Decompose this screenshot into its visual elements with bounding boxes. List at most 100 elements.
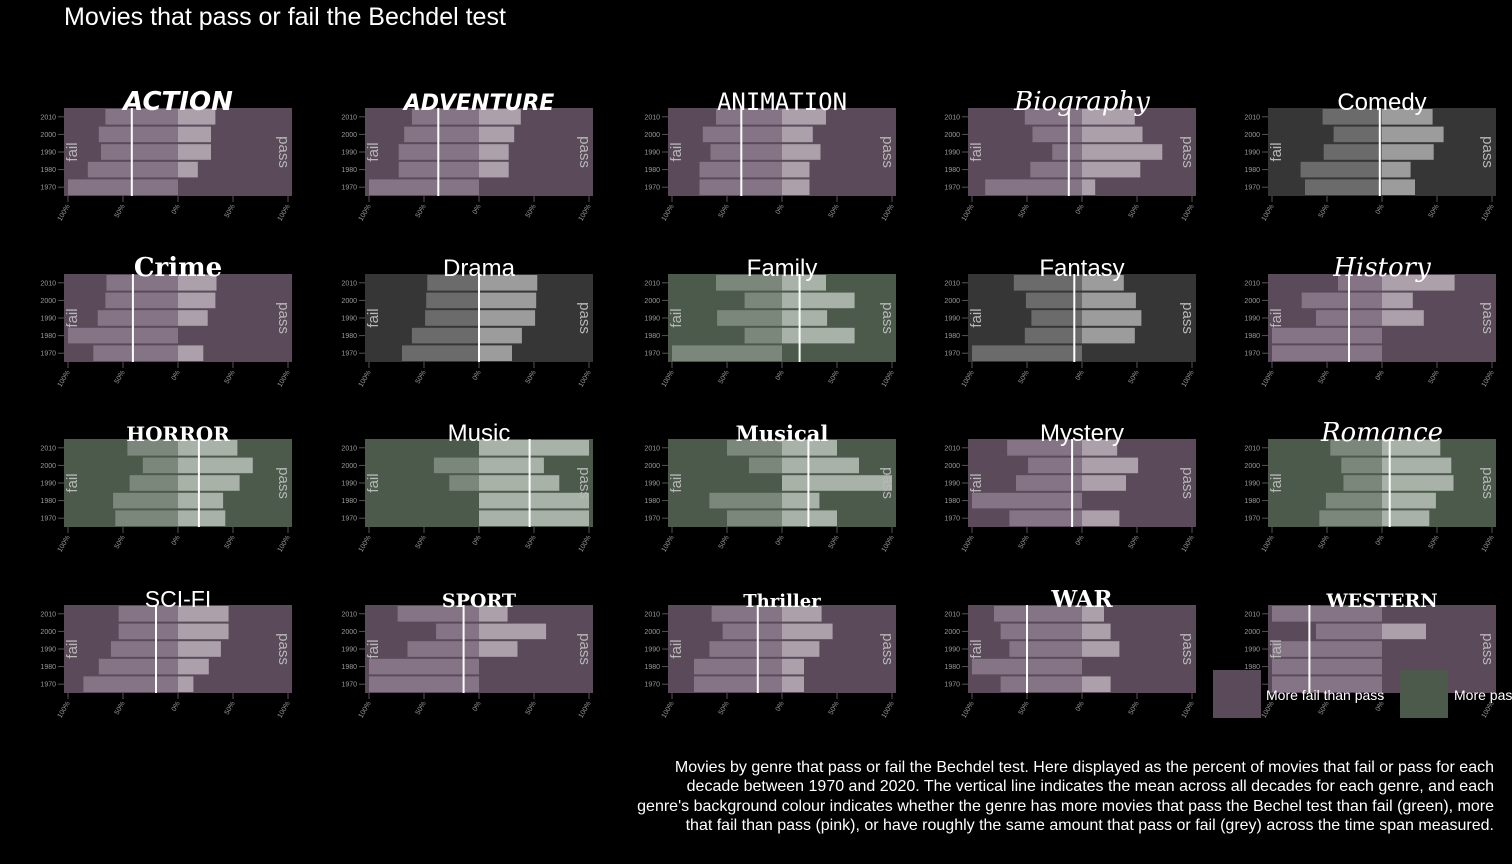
y-tick-label: 1980: [644, 333, 660, 340]
fail-bar: [402, 345, 479, 361]
pass-bar: [178, 606, 229, 622]
fail-bar: [727, 440, 782, 456]
x-tick-label: 50%: [224, 535, 237, 551]
fail-bar: [425, 310, 479, 326]
pass-bar: [1382, 440, 1441, 456]
fail-axis-label: fail: [668, 308, 685, 327]
fail-bar: [716, 109, 782, 125]
fail-bar: [1325, 492, 1382, 509]
pass-bar: [782, 327, 855, 344]
pass-bar: [178, 109, 216, 125]
x-tick-label: 100%: [661, 204, 676, 223]
x-tick-label: 50%: [1318, 535, 1331, 551]
fail-bar: [1322, 109, 1382, 125]
pass-bar: [1082, 606, 1104, 622]
x-tick-label: 50%: [1128, 535, 1141, 551]
facet-title: SCI-FI: [145, 586, 211, 612]
fail-bar: [1024, 327, 1082, 344]
y-tick-label: 1990: [341, 316, 357, 323]
pass-axis-label: pass: [1479, 633, 1496, 665]
fail-axis-label: fail: [968, 473, 985, 492]
y-tick-label: 2010: [644, 611, 660, 618]
x-tick-label: 100%: [1181, 701, 1196, 720]
pass-bar: [479, 161, 509, 178]
y-tick-label: 1980: [944, 664, 960, 671]
y-tick-label: 2000: [944, 298, 960, 305]
facet-music: 1970 1980 1990 2000 2010 fail pass 100% 50% 0% 50%…: [341, 420, 593, 554]
fail-bar: [105, 109, 178, 125]
y-tick-label: 2000: [40, 132, 56, 139]
y-tick-label: 2010: [341, 445, 357, 452]
y-tick-label: 1970: [944, 185, 960, 192]
x-tick-label: 0%: [171, 204, 182, 216]
fail-bar: [68, 327, 178, 344]
fail-bar: [426, 292, 479, 309]
facet-title: Drama: [443, 255, 516, 282]
pass-bar: [479, 292, 537, 309]
fail-bar: [1272, 658, 1382, 675]
fail-bar: [110, 641, 178, 657]
pass-axis-label: pass: [275, 467, 292, 499]
y-tick-label: 2010: [341, 280, 357, 287]
x-tick-label: 50%: [828, 204, 841, 220]
pass-axis-label: pass: [1479, 302, 1496, 334]
fail-bar: [1028, 457, 1082, 474]
facet-title: Comedy: [1337, 89, 1426, 116]
y-tick-label: 1990: [944, 481, 960, 488]
facet-horror: 1970 1980 1990 2000 2010 fail pass 100% 50% 0% 50%…: [40, 422, 292, 554]
fail-bar: [1305, 179, 1382, 195]
pass-bar: [479, 310, 536, 326]
fail-bar: [727, 510, 782, 526]
x-tick-label: 0%: [775, 701, 786, 713]
x-tick-label: 100%: [961, 204, 976, 223]
facet-sport: 1970 1980 1990 2000 2010 fail pass 100% 50% 0% 50%…: [341, 590, 593, 720]
pass-axis-label: pass: [1179, 136, 1196, 168]
pass-bar: [1082, 109, 1135, 125]
facet-western: 19701980199020002010failpass100%50%0%50%…: [1244, 590, 1496, 720]
fail-bar: [106, 275, 178, 291]
x-tick-label: 100%: [578, 701, 593, 720]
fail-bar: [749, 457, 782, 474]
facet-musical: 1970 1980 1990 2000 2010 fail pass 100% 50% 0% 50%…: [644, 421, 896, 554]
x-tick-label: 100%: [57, 535, 72, 554]
x-tick-label: 0%: [472, 370, 483, 382]
y-tick-label: 1980: [644, 167, 660, 174]
facet-family: 1970 1980 1990 2000 2010 fail pass 100% 50% 0% 50%…: [644, 255, 896, 389]
fail-axis-label: fail: [64, 308, 81, 327]
legend-label-fail: More fail than pass: [1266, 687, 1385, 703]
pass-bar: [178, 492, 224, 509]
y-tick-label: 1990: [40, 647, 56, 654]
fail-bar: [716, 275, 782, 291]
y-tick-label: 2010: [40, 114, 56, 121]
x-tick-label: 50%: [718, 370, 731, 386]
y-tick-label: 2010: [644, 445, 660, 452]
pass-bar: [178, 510, 226, 526]
pass-axis-label: pass: [879, 467, 896, 499]
fail-bar: [1343, 475, 1382, 491]
x-tick-label: 0%: [171, 370, 182, 382]
x-tick-label: 50%: [114, 701, 127, 717]
facet-title: Mystery: [1040, 420, 1124, 447]
x-tick-label: 100%: [358, 701, 373, 720]
y-tick-label: 2010: [341, 114, 357, 121]
x-tick-label: 50%: [1318, 370, 1331, 386]
pass-bar: [1382, 144, 1434, 160]
x-tick-label: 50%: [415, 535, 428, 551]
y-tick-label: 1970: [40, 351, 56, 358]
y-tick-label: 1990: [40, 150, 56, 157]
y-tick-label: 1980: [40, 333, 56, 340]
fail-bar: [710, 144, 782, 160]
pass-axis-label: pass: [576, 302, 593, 334]
y-tick-label: 2000: [944, 629, 960, 636]
facet-title: ANIMATION: [717, 88, 847, 116]
fail-bar: [1272, 327, 1382, 344]
x-tick-label: 0%: [472, 535, 483, 547]
pass-bar: [178, 623, 229, 640]
x-tick-label: 0%: [1375, 370, 1386, 382]
fail-axis-label: fail: [968, 639, 985, 658]
fail-bar: [711, 606, 782, 622]
x-tick-label: 0%: [775, 204, 786, 216]
fail-bar: [68, 179, 178, 195]
facet-thriller: 1970 1980 1990 2000 2010 fail pass 100% 50% 0% 50%…: [644, 591, 896, 720]
